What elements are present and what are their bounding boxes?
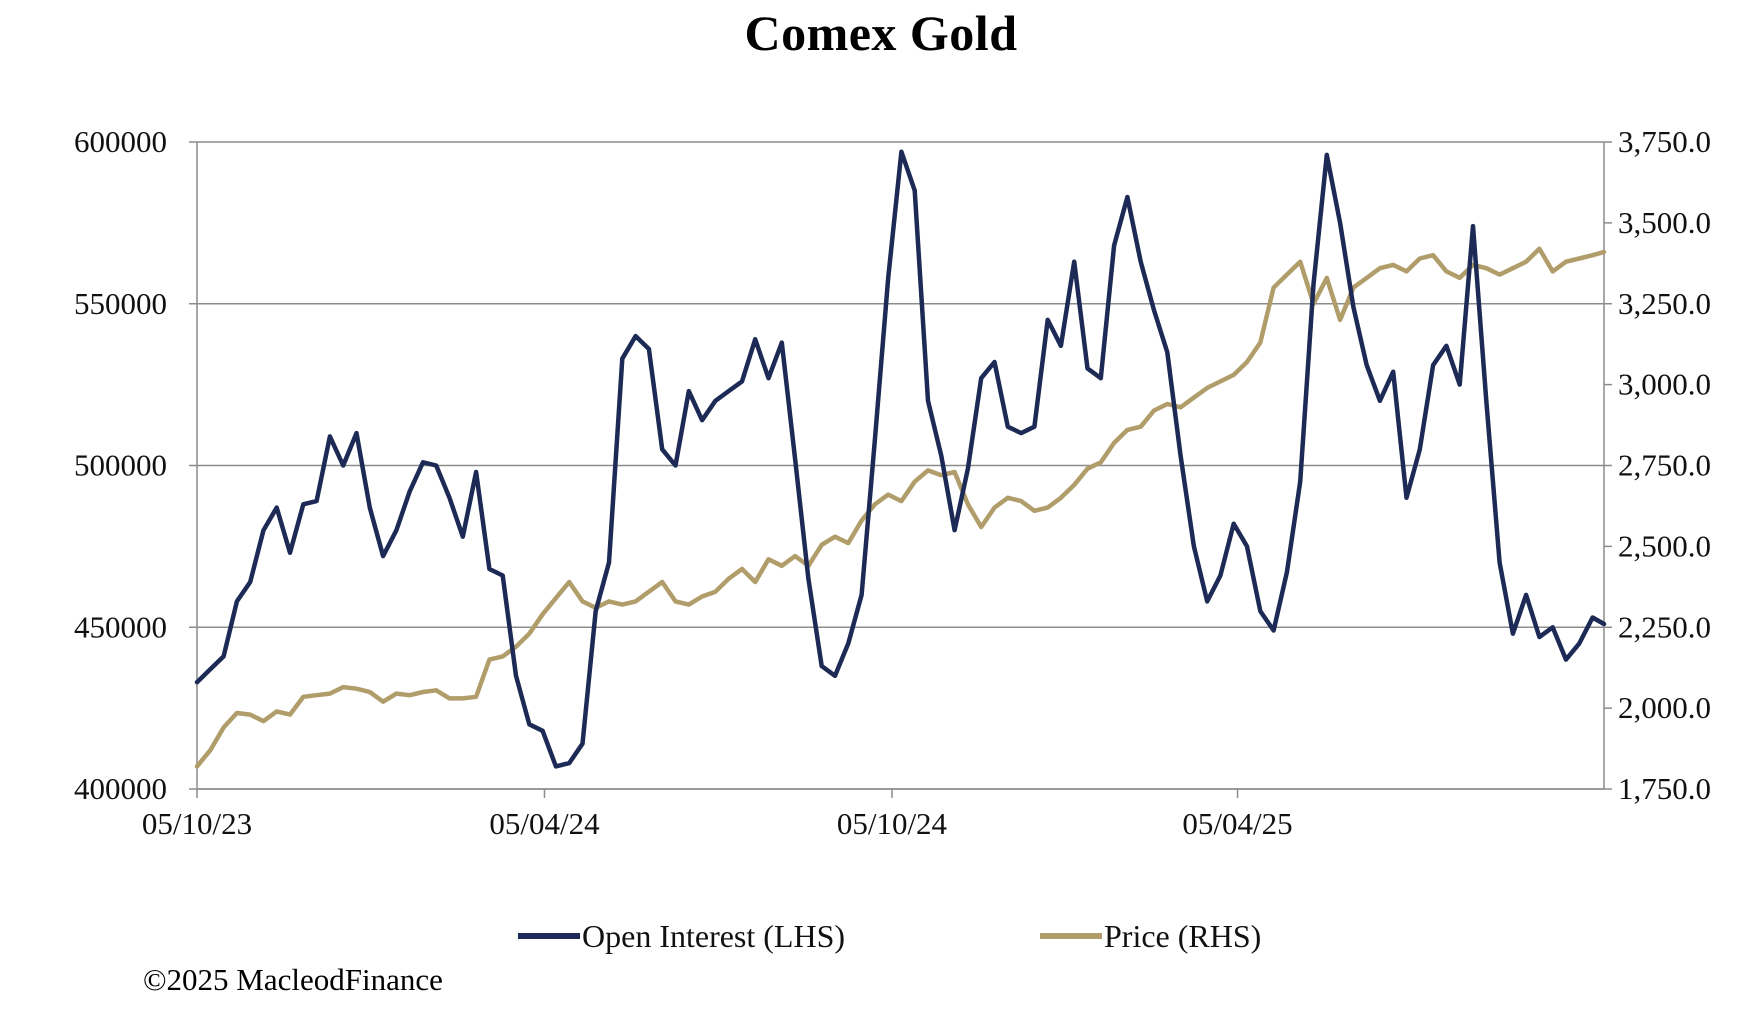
left-tick-label: 450000 xyxy=(74,609,167,644)
left-tick-label: 600000 xyxy=(74,124,167,159)
right-tick-label: 2,500.0 xyxy=(1618,528,1711,563)
x-tick-label: 05/04/24 xyxy=(489,806,600,841)
right-tick-label: 2,000.0 xyxy=(1618,690,1711,725)
right-tick-label: 2,750.0 xyxy=(1618,448,1711,483)
legend: Open Interest (LHS) Price (RHS) xyxy=(518,918,1261,954)
series-line-open-interest xyxy=(194,149,1607,769)
copyright-notice: ©2025 MacleodFinance xyxy=(143,962,443,997)
right-tick-label: 3,750.0 xyxy=(1618,124,1711,159)
left-axis-ticks: 400000 450000 500000 550000 600000 xyxy=(74,124,167,806)
x-tick-label: 05/10/24 xyxy=(837,806,948,841)
axes xyxy=(189,141,1612,798)
right-tick-label: 2,250.0 xyxy=(1618,609,1711,644)
right-tick-label: 3,500.0 xyxy=(1618,205,1711,240)
legend-label-open-interest: Open Interest (LHS) xyxy=(582,918,845,954)
right-tick-label: 1,750.0 xyxy=(1618,771,1711,806)
x-axis-ticks: 05/10/23 05/04/24 05/10/24 05/04/25 xyxy=(142,806,1293,841)
left-tick-label: 550000 xyxy=(74,286,167,321)
right-axis-ticks: 1,750.0 2,000.0 2,250.0 2,500.0 2,750.0 3,000… xyxy=(1618,124,1711,806)
x-tick-label: 05/04/25 xyxy=(1182,806,1292,841)
right-tick-label: 3,250.0 xyxy=(1618,286,1711,321)
x-tick-label: 05/10/23 xyxy=(142,806,252,841)
grid-lines xyxy=(197,141,1604,790)
legend-label-price: Price (RHS) xyxy=(1104,918,1261,954)
left-tick-label: 500000 xyxy=(74,448,167,483)
left-tick-label: 400000 xyxy=(74,771,167,806)
chart-title: Comex Gold xyxy=(744,5,1018,61)
series-lines xyxy=(194,149,1607,769)
series-line-price xyxy=(194,246,1607,769)
right-tick-label: 3,000.0 xyxy=(1618,367,1711,402)
